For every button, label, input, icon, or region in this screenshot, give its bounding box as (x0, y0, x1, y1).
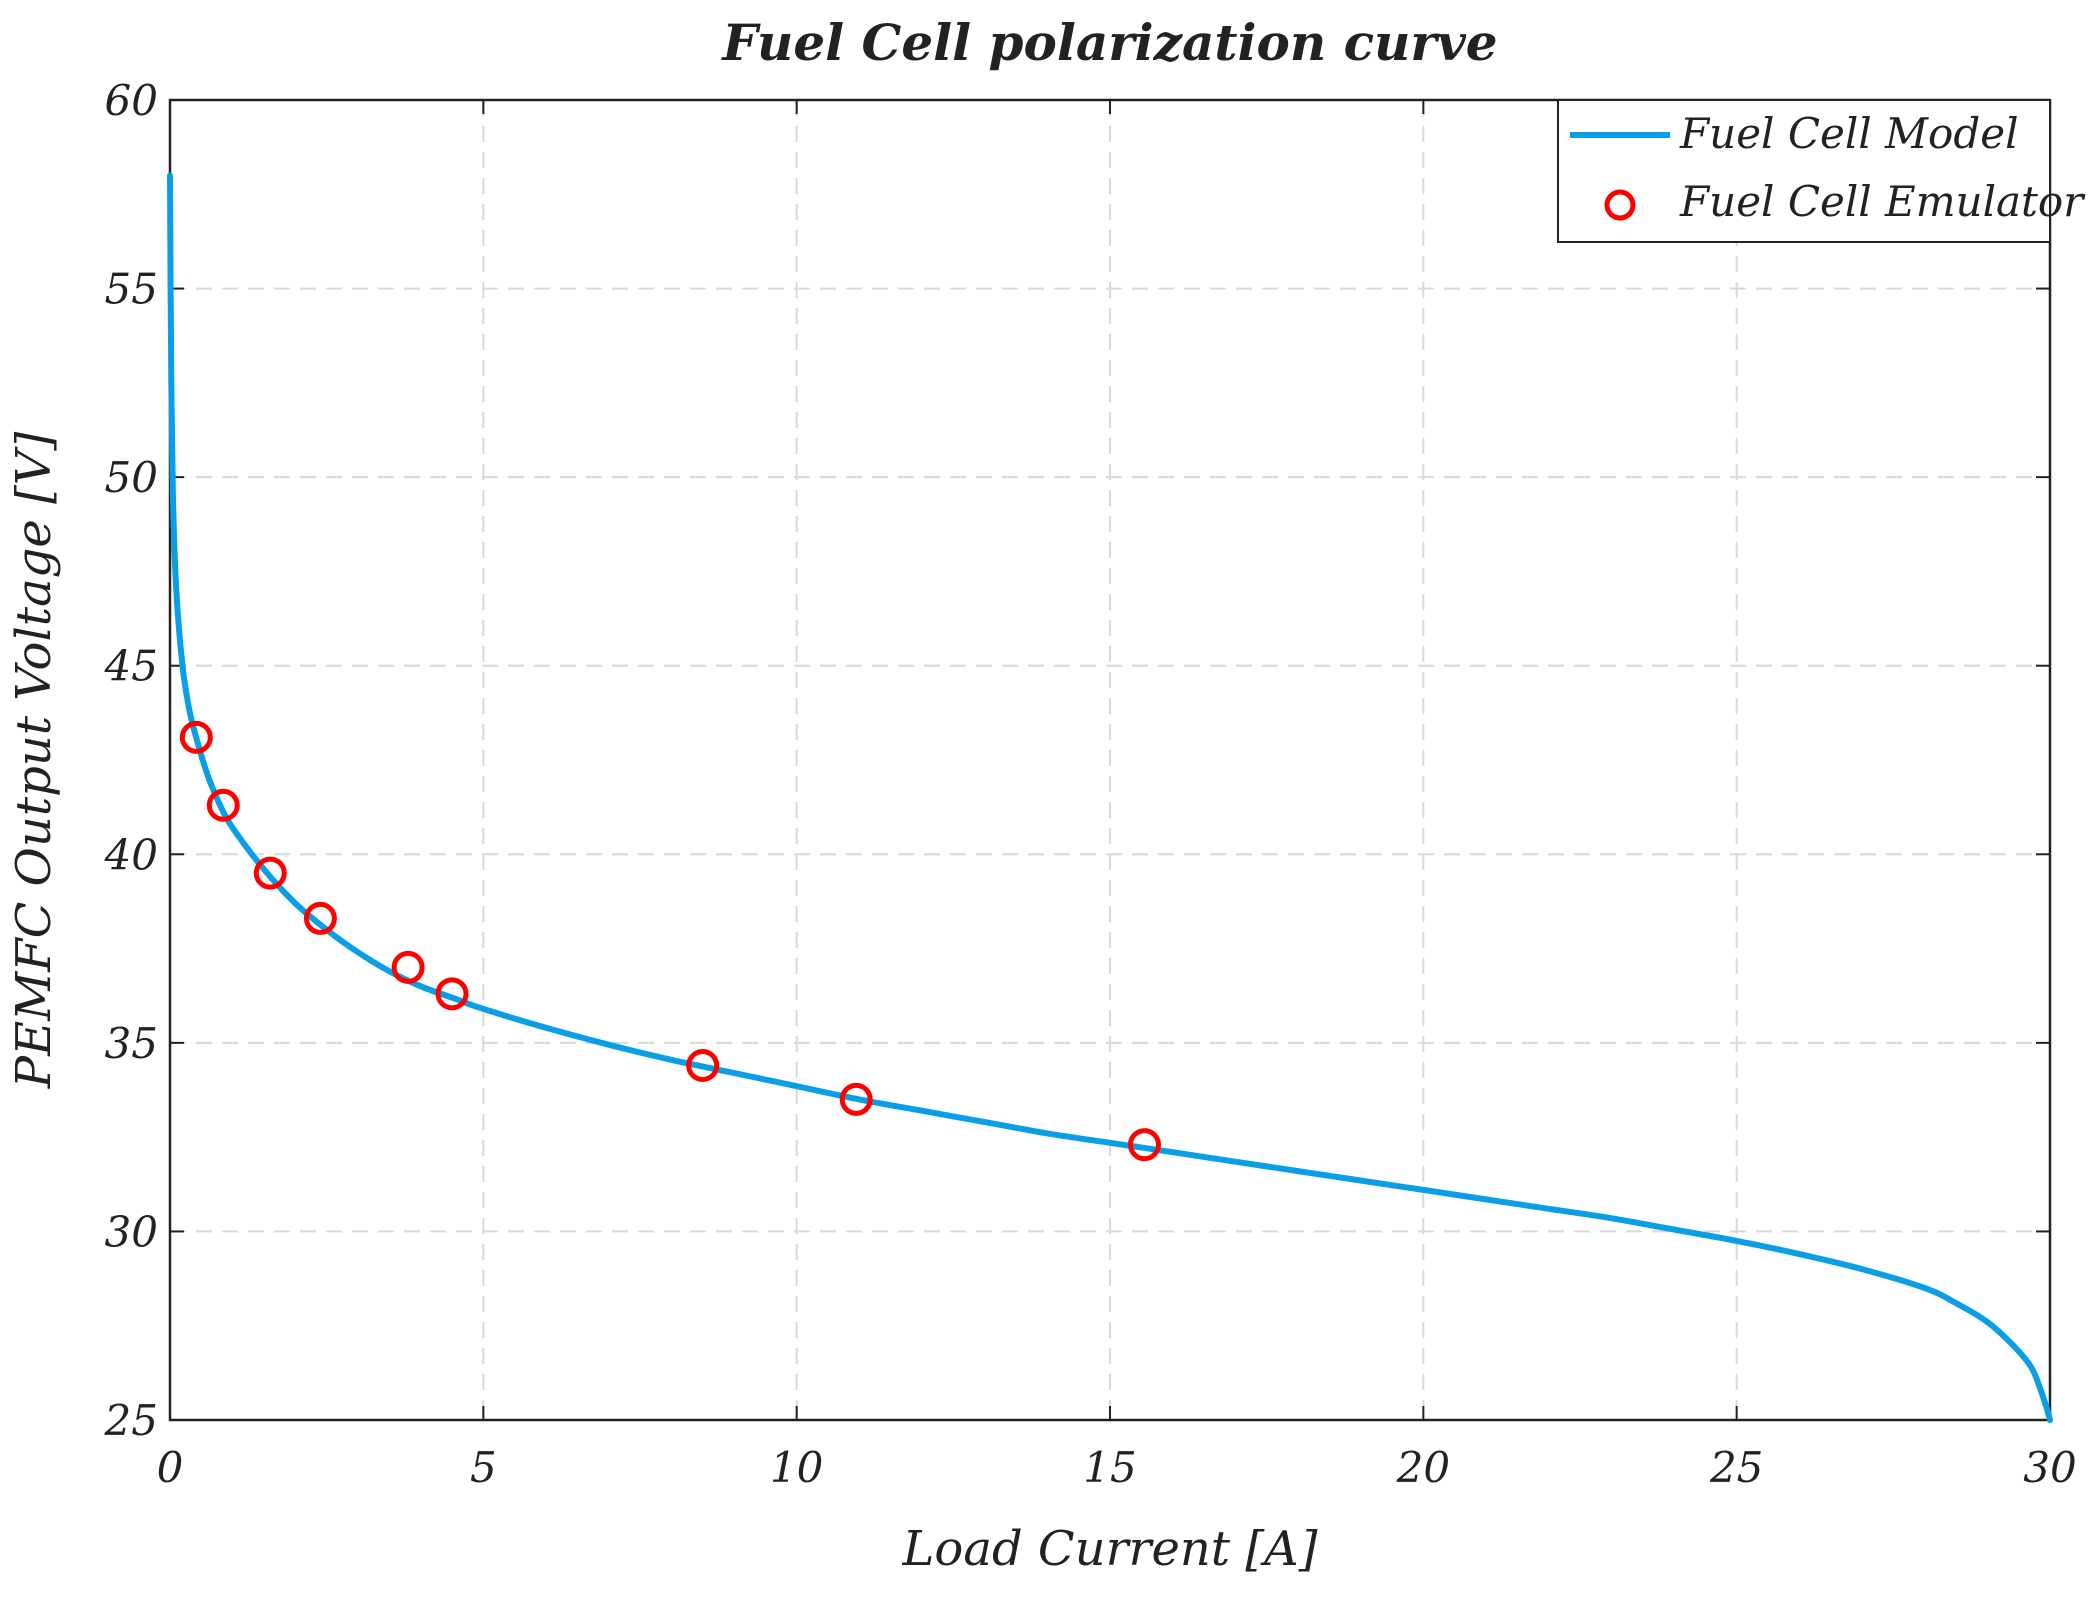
legend-model-label: Fuel Cell Model (1679, 109, 2019, 158)
fuel-cell-emulator-point (179, 720, 213, 754)
y-axis-label: PEMFC Output Voltage [V] (6, 432, 62, 1090)
x-tick-label: 20 (1396, 1443, 1450, 1492)
x-tick-label: 5 (470, 1443, 497, 1492)
x-tick-label: 15 (1083, 1443, 1136, 1492)
fuel-cell-emulator-point (435, 977, 469, 1011)
y-tick-label: 45 (104, 642, 158, 691)
x-tick-label: 0 (157, 1443, 184, 1492)
y-tick-label: 55 (105, 265, 158, 314)
x-axis-label: Load Current [A] (902, 1521, 1318, 1577)
fuel-cell-emulator-point (253, 856, 287, 890)
y-tick-label: 60 (105, 76, 158, 125)
x-tick-label: 30 (2023, 1443, 2076, 1492)
y-tick-label: 25 (104, 1396, 158, 1445)
fuel-cell-emulator-point (206, 788, 240, 822)
legend: Fuel Cell Model Fuel Cell Emulator (1557, 99, 2086, 243)
y-tick-label: 40 (104, 830, 158, 879)
chart-title: Fuel Cell polarization curve (720, 13, 1497, 72)
data-series (167, 172, 2053, 1423)
legend-box (1557, 99, 2051, 243)
x-tick-label: 10 (770, 1443, 823, 1492)
legend-emulator-label: Fuel Cell Emulator (1679, 177, 2086, 226)
x-tick-label: 25 (1709, 1443, 1763, 1492)
axis-ticks: 0 5 10 15 20 25 30 25 30 35 40 45 50 55 60 (104, 76, 2077, 1492)
fuel-cell-emulator-point (839, 1082, 873, 1116)
y-tick-label: 30 (105, 1207, 158, 1256)
y-tick-label: 35 (105, 1019, 158, 1068)
legend-emulator-marker-icon (1604, 189, 1636, 221)
fuel-cell-emulator-point (1127, 1128, 1161, 1162)
fuel-cell-emulator-point (303, 901, 337, 935)
y-tick-label: 50 (105, 453, 158, 502)
fuel-cell-emulator-point (391, 950, 425, 984)
fuel-cell-emulator-point (686, 1048, 720, 1082)
grid (170, 100, 2050, 1420)
